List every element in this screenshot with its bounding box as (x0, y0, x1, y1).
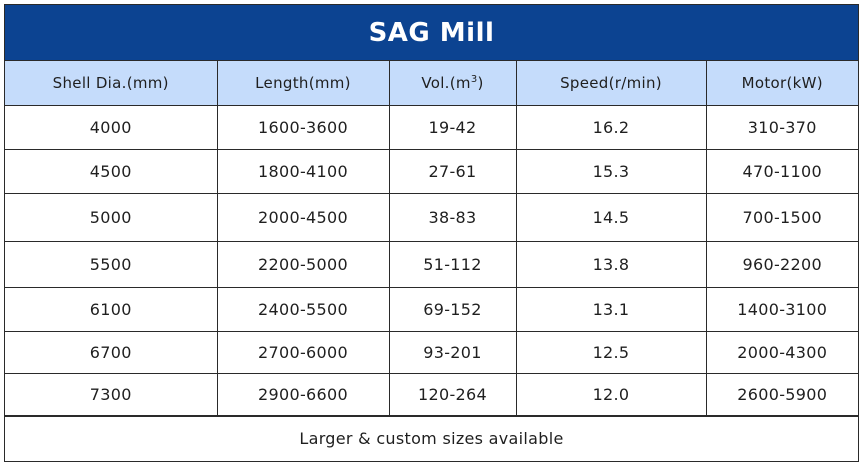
cell-speed: 12.0 (515, 372, 707, 416)
cell-motor: 700-1500 (705, 192, 858, 242)
cell-length: 1800-4100 (216, 148, 390, 194)
cell-speed: 13.1 (515, 286, 707, 332)
cell-volume: 69-152 (388, 286, 517, 332)
cell-motor: 2000-4300 (705, 330, 858, 374)
cell-motor: 2600-5900 (705, 372, 858, 416)
cell-speed: 15.3 (515, 148, 707, 194)
cell-length: 1600-3600 (216, 104, 390, 150)
cell-shell-dia: 4000 (5, 104, 218, 150)
cell-volume: 51-112 (388, 240, 517, 288)
header-speed: Speed(r/min) (515, 61, 707, 106)
cell-speed: 16.2 (515, 104, 707, 150)
cell-shell-dia: 5000 (5, 192, 218, 242)
header-volume: Vol.(m3) (388, 61, 517, 106)
header-length: Length(mm) (216, 61, 390, 106)
spec-table: Shell Dia.(mm) Length(mm) Vol.(m3) Speed… (5, 61, 858, 416)
cell-shell-dia: 7300 (5, 372, 218, 416)
table-row: 5000 2000-4500 38-83 14.5 700-1500 (5, 192, 858, 242)
header-volume-sup: 3 (470, 73, 478, 85)
cell-shell-dia: 6700 (5, 330, 218, 374)
table-row: 4000 1600-3600 19-42 16.2 310-370 (5, 104, 858, 150)
cell-volume: 38-83 (388, 192, 517, 242)
header-motor: Motor(kW) (705, 61, 858, 106)
cell-speed: 12.5 (515, 330, 707, 374)
header-volume-suffix: ) (477, 73, 484, 92)
cell-shell-dia: 6100 (5, 286, 218, 332)
cell-shell-dia: 4500 (5, 148, 218, 194)
table-row: 6700 2700-6000 93-201 12.5 2000-4300 (5, 330, 858, 374)
cell-volume: 19-42 (388, 104, 517, 150)
cell-motor: 960-2200 (705, 240, 858, 288)
table-footer-note: Larger & custom sizes available (5, 415, 858, 460)
cell-speed: 14.5 (515, 192, 707, 242)
cell-motor: 1400-3100 (705, 286, 858, 332)
cell-length: 2400-5500 (216, 286, 390, 332)
cell-motor: 470-1100 (705, 148, 858, 194)
table-row: 4500 1800-4100 27-61 15.3 470-1100 (5, 148, 858, 194)
cell-length: 2700-6000 (216, 330, 390, 374)
cell-length: 2900-6600 (216, 372, 390, 416)
cell-shell-dia: 5500 (5, 240, 218, 288)
header-shell-dia: Shell Dia.(mm) (5, 61, 218, 106)
cell-volume: 93-201 (388, 330, 517, 374)
spec-table-container: SAG Mill Shell Dia.(mm) Length(mm) Vol.(… (4, 4, 859, 462)
table-title: SAG Mill (5, 5, 858, 61)
cell-length: 2000-4500 (216, 192, 390, 242)
cell-volume: 120-264 (388, 372, 517, 416)
header-row: Shell Dia.(mm) Length(mm) Vol.(m3) Speed… (5, 61, 858, 106)
cell-speed: 13.8 (515, 240, 707, 288)
table-row: 7300 2900-6600 120-264 12.0 2600-5900 (5, 372, 858, 416)
cell-volume: 27-61 (388, 148, 517, 194)
cell-length: 2200-5000 (216, 240, 390, 288)
table-row: 6100 2400-5500 69-152 13.1 1400-3100 (5, 286, 858, 332)
table-row: 5500 2200-5000 51-112 13.8 960-2200 (5, 240, 858, 288)
header-volume-prefix: Vol.(m (421, 73, 471, 92)
cell-motor: 310-370 (705, 104, 858, 150)
